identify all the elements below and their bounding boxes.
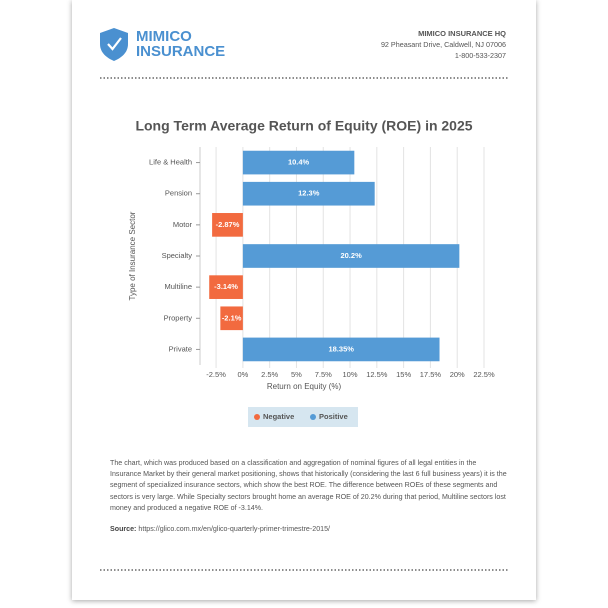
description: The chart, which was produced based on a… [110, 459, 507, 512]
bar-label: -2.1% [222, 313, 242, 322]
x-tick-label: 20% [450, 370, 465, 379]
x-tick-label: 7.5% [315, 370, 332, 379]
source-url: https://glico.com.mx/en/glico-quarterly-… [138, 525, 330, 533]
brand-name: MIMICO [136, 28, 192, 45]
y-tick-label: Multiline [164, 282, 192, 291]
chart-title: Long Term Average Return of Equity (ROE)… [135, 118, 472, 134]
source-label: Source: [110, 525, 137, 533]
bar-label: 10.4% [288, 158, 310, 167]
x-tick-label: 22.5% [473, 370, 495, 379]
x-tick-label: -2.5% [206, 370, 226, 379]
y-tick-label: Life & Health [149, 158, 192, 167]
legend-box [248, 407, 358, 427]
office-address: 92 Pheasant Drive, Caldwell, NJ 07006 [381, 40, 506, 49]
y-tick-label: Private [169, 344, 192, 353]
legend-label: Negative [263, 412, 294, 421]
bar [242, 181, 375, 206]
source: Source: https://glico.com.mx/en/glico-qu… [110, 525, 330, 533]
bar [242, 244, 460, 268]
bar [220, 306, 243, 331]
bar-label: 20.2% [340, 251, 362, 260]
paper [72, 0, 536, 600]
x-tick-label: 12.5% [366, 370, 388, 379]
x-tick-label: 10% [343, 370, 358, 379]
x-tick-label: 17.5% [420, 370, 442, 379]
y-tick-label: Property [164, 313, 193, 322]
bar-label: 18.35% [328, 344, 354, 353]
logo-check [107, 37, 122, 51]
x-axis-title: Return on Equity (%) [267, 382, 342, 391]
x-tick-label: 15% [396, 370, 411, 379]
brand-name: INSURANCE [136, 43, 225, 60]
bar [209, 275, 243, 299]
bar [242, 337, 440, 362]
legend-swatch [254, 414, 260, 420]
x-tick-label: 2.5% [261, 370, 278, 379]
x-tick-label: 5% [291, 370, 302, 379]
bar [242, 150, 355, 175]
bar [212, 213, 243, 237]
office-name: MIMICO INSURANCE HQ [418, 29, 506, 38]
bar-label: 12.3% [298, 189, 320, 198]
y-tick-label: Motor [173, 220, 193, 229]
legend-swatch [310, 414, 316, 420]
x-tick-label: 0% [237, 370, 248, 379]
y-tick-label: Specialty [162, 251, 193, 260]
y-tick-label: Pension [165, 189, 192, 198]
bar-label: -2.87% [216, 220, 240, 229]
bar-label: -3.14% [214, 282, 238, 291]
office-phone: 1-800-533-2307 [455, 51, 506, 60]
logo-shield [100, 28, 128, 61]
y-axis-title: Type of Insurance Sector [128, 211, 137, 300]
legend-label: Positive [319, 412, 348, 421]
